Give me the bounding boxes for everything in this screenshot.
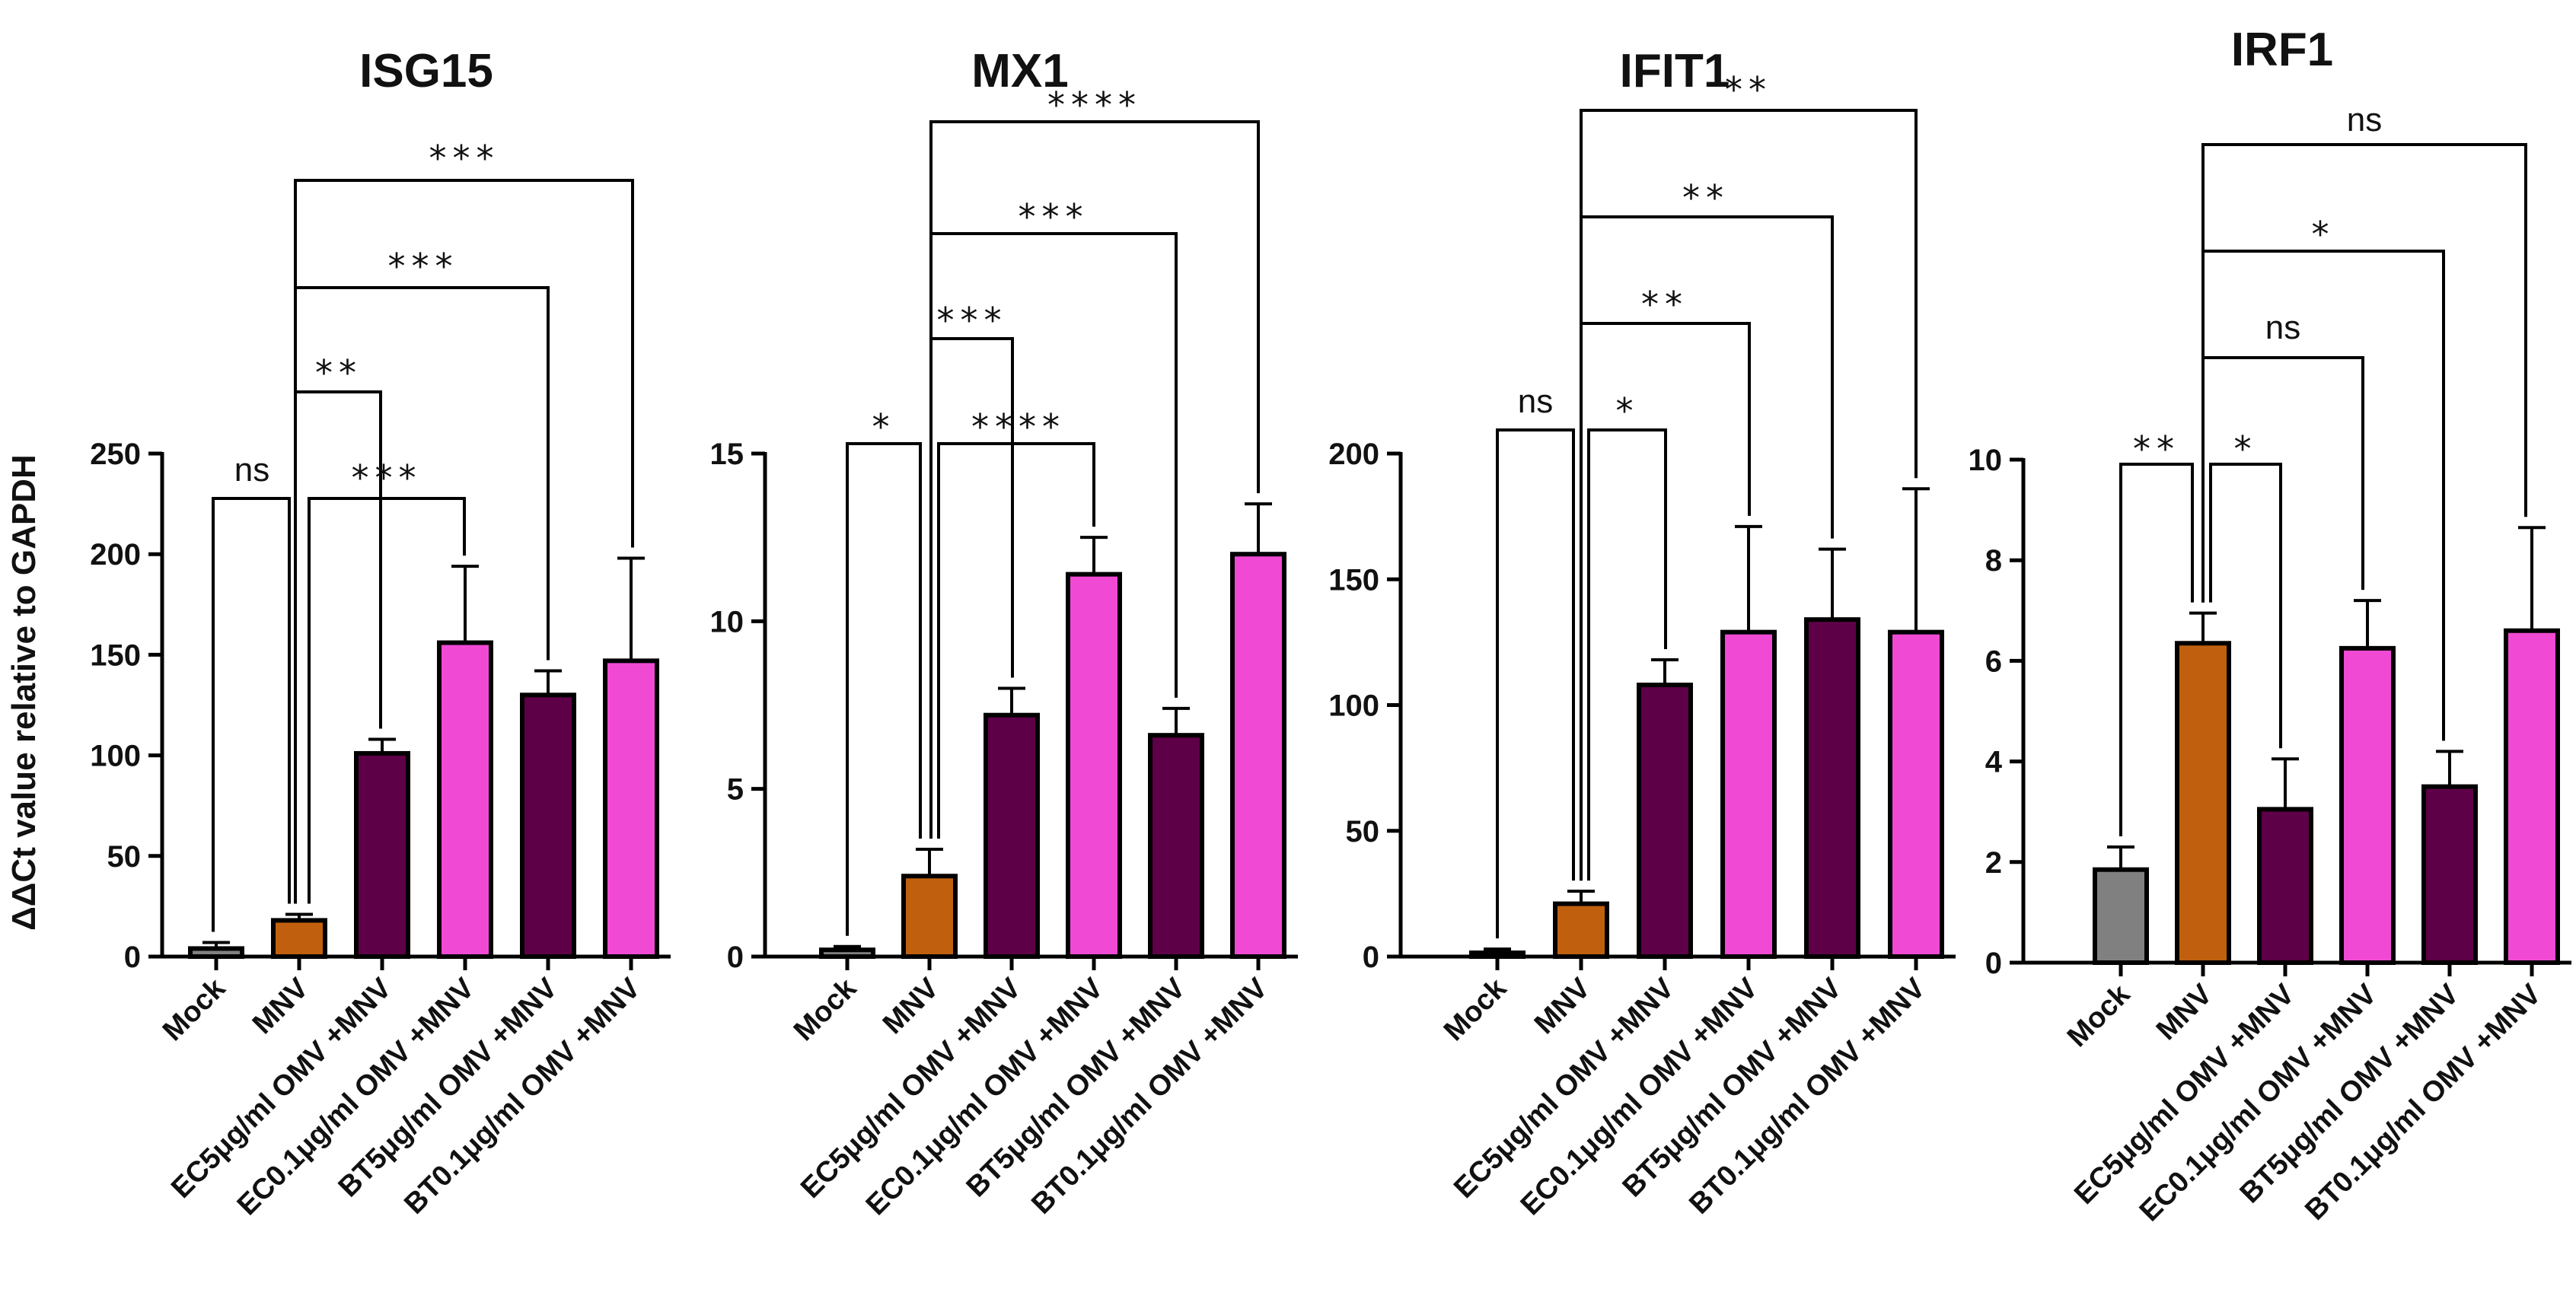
y-tick-label: 150 — [90, 638, 141, 672]
significance-label: * — [2234, 428, 2258, 470]
y-tick-label: 10 — [1969, 444, 2003, 477]
significance-label: *** — [937, 300, 1008, 341]
significance-bracket — [2201, 250, 2445, 741]
panel-title: ISG15 — [359, 45, 493, 97]
bar-mnv — [271, 918, 327, 959]
y-tick-label: 8 — [1985, 544, 2002, 578]
significance-bracket — [1580, 109, 1918, 881]
bar-bt0.1 — [1230, 552, 1286, 959]
panel-title: IRF1 — [2231, 24, 2333, 76]
bar-mock — [819, 947, 875, 959]
bar-mock — [2093, 867, 2149, 965]
y-tick-label: 0 — [124, 941, 141, 974]
significance-label: *** — [429, 138, 500, 179]
y-axis-label: ΔΔCt value relative to GAPDH — [5, 454, 43, 931]
bar-bt5 — [1804, 617, 1860, 959]
bar-bt0.1 — [2504, 628, 2560, 965]
y-tick-label: 100 — [90, 740, 141, 773]
y-tick-label: 4 — [1985, 746, 2003, 779]
significance-label: * — [2312, 214, 2335, 255]
bar-bt0.1 — [603, 658, 659, 959]
bar-ec0.1 — [1066, 572, 1122, 959]
significance-label: ns — [2347, 101, 2382, 139]
significance-bracket — [294, 179, 634, 904]
bar-mnv — [1553, 901, 1609, 959]
category-label: Mock — [2061, 978, 2137, 1053]
category-label: Mock — [1438, 972, 1513, 1047]
category-label: Mock — [788, 972, 863, 1047]
significance-label: ** — [1725, 69, 1772, 110]
category-label: MNV — [247, 972, 315, 1040]
y-tick-label: 250 — [90, 438, 141, 471]
significance-label: ** — [2133, 428, 2180, 470]
bar-bt5 — [1148, 733, 1204, 959]
significance-label: ns — [1518, 383, 1553, 420]
bar-mnv — [901, 874, 958, 959]
significance-label: ** — [1641, 284, 1688, 325]
category-label: Mock — [157, 972, 232, 1047]
significance-bracket — [2209, 463, 2282, 749]
significance-label: ** — [1682, 177, 1730, 218]
bar-ec0.1 — [1720, 629, 1777, 960]
y-tick-label: 200 — [90, 538, 141, 572]
bar-mock — [1469, 950, 1526, 959]
significance-bracket — [1496, 428, 1575, 939]
bar-bt0.1 — [1888, 629, 1944, 960]
significance-label: ns — [234, 451, 269, 489]
significance-label: **** — [971, 406, 1066, 447]
panel-title: IFIT1 — [1620, 45, 1730, 97]
significance-bracket — [212, 497, 291, 932]
y-tick-label: 50 — [107, 840, 142, 874]
category-label: MNV — [877, 972, 945, 1040]
y-tick-label: 0 — [1985, 947, 2002, 980]
y-tick-label: 0 — [727, 941, 744, 974]
y-tick-label: 2 — [1985, 846, 2002, 880]
y-tick-label: 10 — [710, 605, 744, 638]
significance-label: *** — [352, 457, 422, 498]
bar-ec5 — [2257, 807, 2313, 966]
significance-label: **** — [1047, 84, 1142, 126]
category-label: MNV — [1529, 972, 1597, 1040]
y-tick-label: 0 — [1363, 941, 1379, 974]
significance-label: * — [1616, 390, 1640, 431]
bar-ec0.1 — [2339, 645, 2396, 965]
bar-bt5 — [520, 693, 576, 960]
y-tick-label: 50 — [1346, 815, 1380, 849]
significance-label: * — [872, 406, 896, 447]
significance-bracket — [2119, 463, 2194, 836]
significance-bracket — [929, 120, 1260, 839]
y-tick-label: 200 — [1328, 438, 1379, 471]
y-tick-label: 100 — [1328, 689, 1379, 723]
y-tick-label: 5 — [727, 773, 744, 807]
significance-bracket — [1587, 428, 1667, 881]
bar-mock — [188, 946, 244, 959]
bar-bt5 — [2421, 784, 2478, 966]
category-label: MNV — [2150, 978, 2219, 1046]
bar-ec5 — [354, 750, 410, 959]
significance-bracket — [1580, 215, 1834, 881]
bar-ec5 — [984, 712, 1040, 959]
significance-label: ** — [315, 352, 362, 393]
significance-bracket — [846, 442, 922, 936]
panel-title: MX1 — [971, 45, 1068, 97]
significance-bracket — [2201, 143, 2527, 603]
significance-label: ns — [2265, 309, 2300, 346]
bar-ec5 — [1637, 683, 1693, 959]
y-tick-label: 15 — [710, 438, 744, 471]
significance-bracket — [2201, 356, 2364, 603]
significance-bracket — [937, 442, 1095, 839]
significance-bracket — [308, 497, 466, 904]
bar-mnv — [2175, 641, 2231, 965]
significance-label: *** — [388, 246, 459, 287]
significance-label: *** — [1019, 196, 1089, 237]
y-tick-label: 6 — [1985, 645, 2002, 678]
y-tick-label: 150 — [1328, 563, 1379, 597]
bar-ec0.1 — [437, 640, 493, 959]
